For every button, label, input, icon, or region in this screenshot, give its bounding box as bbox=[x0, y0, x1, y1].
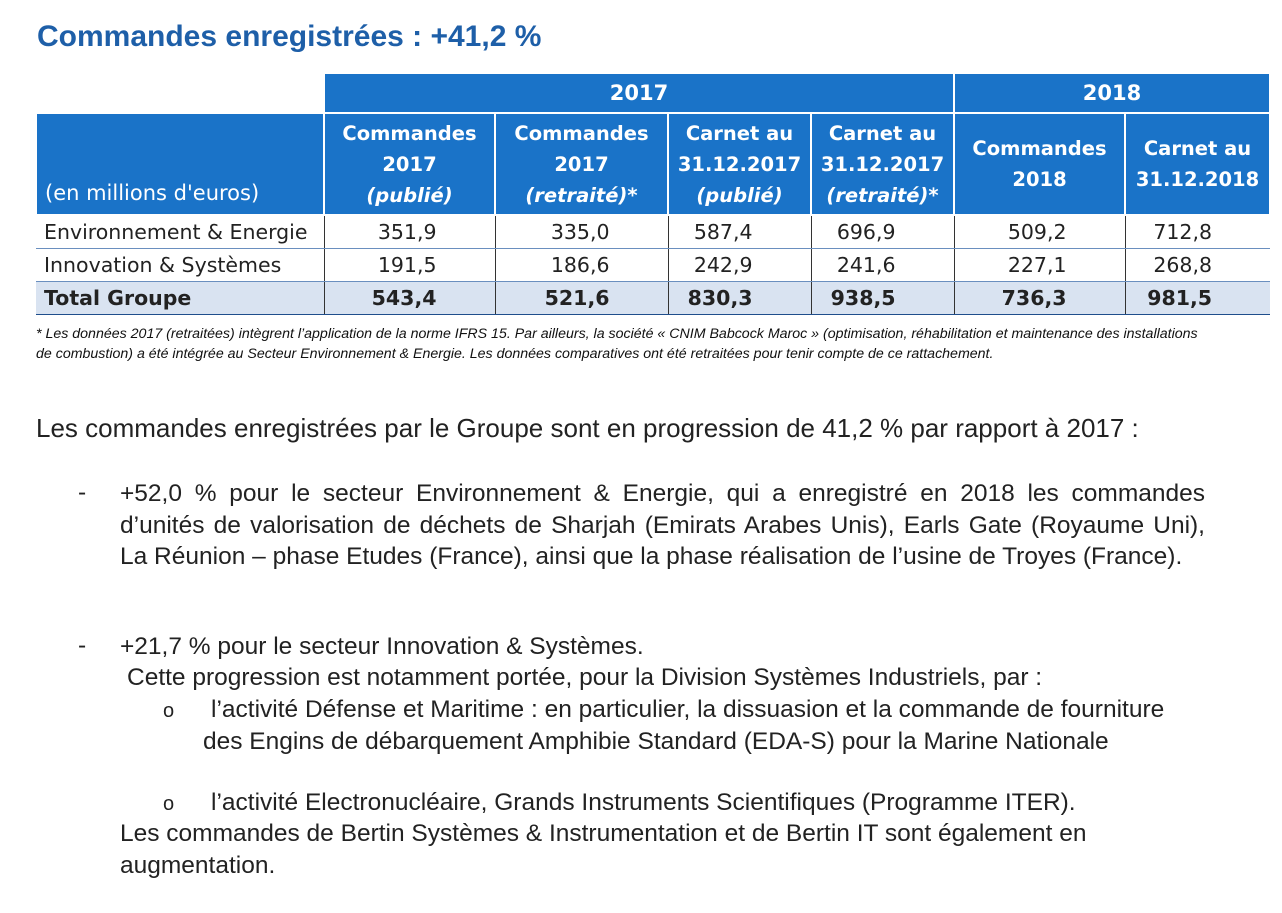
bullet-dash: - bbox=[78, 479, 87, 506]
column-header: Carnet au 31.12.2017 (retraité)* bbox=[809, 112, 956, 216]
table-cell: 981,5 bbox=[1125, 281, 1271, 315]
table-cell: 938,5 bbox=[811, 281, 955, 315]
sub-bullet-marker: o bbox=[163, 700, 175, 722]
table-cell: 543,4 bbox=[324, 281, 496, 315]
column-header: Commandes 2017 (publié) bbox=[323, 112, 496, 216]
table-cell: 521,6 bbox=[495, 281, 669, 315]
year-header-2017: 2017 bbox=[322, 72, 956, 114]
table-cell: 242,9 bbox=[668, 248, 812, 282]
row-label: Innovation & Systèmes bbox=[36, 248, 325, 282]
table-cell: 712,8 bbox=[1125, 215, 1271, 249]
bullet-innovation-detail: Cette progression est notamment portée, … bbox=[127, 664, 1043, 691]
table-cell: 830,3 bbox=[668, 281, 812, 315]
unit-label: (en millions d'euros) bbox=[35, 112, 325, 216]
table-row: Innovation & Systèmes 191,5 186,6 242,9 … bbox=[36, 248, 1271, 282]
table-cell: 227,1 bbox=[954, 248, 1126, 282]
column-header: Commandes 2017 (retraité)* bbox=[494, 112, 669, 216]
table-row: Environnement & Energie 351,9 335,0 587,… bbox=[36, 215, 1271, 249]
year-header-2018: 2018 bbox=[953, 72, 1272, 114]
orders-table: 2017 2018 (en millions d'euros) Commande… bbox=[35, 72, 1272, 315]
footnote: * Les données 2017 (retraitées) intègren… bbox=[36, 326, 1198, 362]
bullet-innovation: +21,7 % pour le secteur Innovation & Sys… bbox=[120, 633, 644, 660]
table-cell: 186,6 bbox=[495, 248, 669, 282]
header-blank bbox=[36, 73, 324, 113]
table-cell: 587,4 bbox=[668, 215, 812, 249]
bullet-environment: +52,0 % pour le secteur Environnement & … bbox=[120, 480, 1205, 570]
bertin-paragraph: Les commandes de Bertin Systèmes & Instr… bbox=[120, 820, 1087, 879]
sub-bullet-defense: l’activité Défense et Maritime : en part… bbox=[203, 696, 1165, 755]
page-title: Commandes enregistrées : +41,2 % bbox=[37, 20, 542, 53]
table-cell: 268,8 bbox=[1125, 248, 1271, 282]
table-cell: 696,9 bbox=[811, 215, 955, 249]
table-cell: 351,9 bbox=[324, 215, 496, 249]
column-header: Carnet au 31.12.2017 (publié) bbox=[667, 112, 812, 216]
intro-paragraph: Les commandes enregistrées par le Groupe… bbox=[36, 413, 1139, 443]
bullet-dash: - bbox=[78, 632, 87, 659]
sub-bullet-marker: o bbox=[163, 793, 175, 815]
total-row: Total Groupe 543,4 521,6 830,3 938,5 736… bbox=[36, 281, 1271, 315]
row-label: Total Groupe bbox=[36, 281, 325, 315]
column-header: Carnet au 31.12.2018 bbox=[1124, 112, 1272, 216]
table-cell: 509,2 bbox=[954, 215, 1126, 249]
column-header: Commandes 2018 bbox=[953, 112, 1127, 216]
row-label: Environnement & Energie bbox=[36, 215, 325, 249]
table-cell: 335,0 bbox=[495, 215, 669, 249]
table-cell: 736,3 bbox=[954, 281, 1126, 315]
table-cell: 191,5 bbox=[324, 248, 496, 282]
sub-bullet-nuclear: l’activité Electronucléaire, Grands Inst… bbox=[211, 789, 1076, 816]
table-cell: 241,6 bbox=[811, 248, 955, 282]
